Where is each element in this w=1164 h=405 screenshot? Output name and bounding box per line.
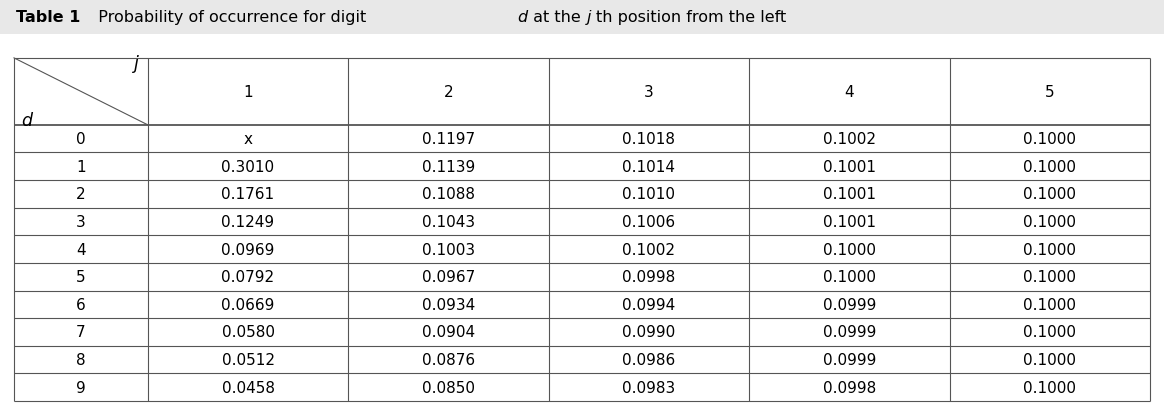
Text: 0.1000: 0.1000 [823,270,875,284]
Text: 0.1000: 0.1000 [1023,187,1077,202]
Text: 0.1000: 0.1000 [1023,352,1077,367]
Text: 4: 4 [845,85,854,100]
Text: 0.1000: 0.1000 [1023,380,1077,394]
Text: 0.1001: 0.1001 [823,215,875,229]
Text: Table 1: Table 1 [16,10,80,25]
Text: 0.0986: 0.0986 [623,352,675,367]
Text: 0: 0 [76,132,86,147]
Text: 9: 9 [76,380,86,394]
Text: 0.0934: 0.0934 [421,297,475,312]
Text: 0.0458: 0.0458 [221,380,275,394]
Text: 3: 3 [644,85,654,100]
Text: x: x [243,132,253,147]
Text: 0.1249: 0.1249 [221,215,275,229]
Text: 0.1018: 0.1018 [623,132,675,147]
Text: j: j [134,55,139,72]
Text: 0.0876: 0.0876 [421,352,475,367]
Text: th position from the left: th position from the left [596,10,786,25]
Text: 3: 3 [76,215,86,229]
Text: 0.1000: 0.1000 [1023,325,1077,339]
Text: 0.1000: 0.1000 [1023,297,1077,312]
Text: 0.0904: 0.0904 [421,325,475,339]
Text: 0.0990: 0.0990 [623,325,675,339]
Text: 1: 1 [76,160,86,174]
Text: 0.0792: 0.0792 [221,270,275,284]
Text: 0.1003: 0.1003 [421,242,475,257]
Text: 0.1000: 0.1000 [1023,242,1077,257]
Text: 0.1000: 0.1000 [1023,160,1077,174]
Text: 0.0512: 0.0512 [221,352,275,367]
Text: 0.1043: 0.1043 [421,215,475,229]
Text: 0.0669: 0.0669 [221,297,275,312]
Text: 0.3010: 0.3010 [221,160,275,174]
Text: 0.0967: 0.0967 [421,270,475,284]
Text: 0.0983: 0.0983 [623,380,675,394]
Text: 0.1000: 0.1000 [1023,270,1077,284]
Text: at the: at the [528,10,587,25]
Text: 0.1002: 0.1002 [823,132,875,147]
Text: 0.1761: 0.1761 [221,187,275,202]
Text: d: d [21,112,31,130]
Text: Probability of occurrence for digit: Probability of occurrence for digit [88,10,371,25]
Text: 0.1001: 0.1001 [823,187,875,202]
Text: 0.1000: 0.1000 [1023,132,1077,147]
Text: 5: 5 [1045,85,1055,100]
Text: 0.0998: 0.0998 [623,270,675,284]
Text: 6: 6 [76,297,86,312]
Text: 0.1197: 0.1197 [421,132,475,147]
Text: 5: 5 [76,270,86,284]
Text: 0.1006: 0.1006 [623,215,675,229]
Text: 0.1002: 0.1002 [623,242,675,257]
Text: 0.0850: 0.0850 [423,380,475,394]
Text: 1: 1 [243,85,253,100]
Text: 0.1139: 0.1139 [421,160,475,174]
Text: 0.0969: 0.0969 [221,242,275,257]
Bar [0,0,1164,34]
Text: 0.1000: 0.1000 [1023,215,1077,229]
Text: 0.0999: 0.0999 [823,325,876,339]
Text: 0.1001: 0.1001 [823,160,875,174]
Text: 0.1088: 0.1088 [423,187,475,202]
Text: d: d [517,10,527,25]
Text: 0.1010: 0.1010 [623,187,675,202]
Text: j: j [587,10,591,25]
Text: 2: 2 [443,85,453,100]
Text: 2: 2 [76,187,86,202]
Text: 0.1000: 0.1000 [823,242,875,257]
Text: 0.0999: 0.0999 [823,297,876,312]
Text: 0.0994: 0.0994 [623,297,675,312]
Text: 0.0999: 0.0999 [823,352,876,367]
Text: 4: 4 [76,242,86,257]
Text: 8: 8 [76,352,86,367]
Text: 7: 7 [76,325,86,339]
Text: 0.0998: 0.0998 [823,380,876,394]
Text: 0.0580: 0.0580 [221,325,275,339]
Text: 0.1014: 0.1014 [623,160,675,174]
